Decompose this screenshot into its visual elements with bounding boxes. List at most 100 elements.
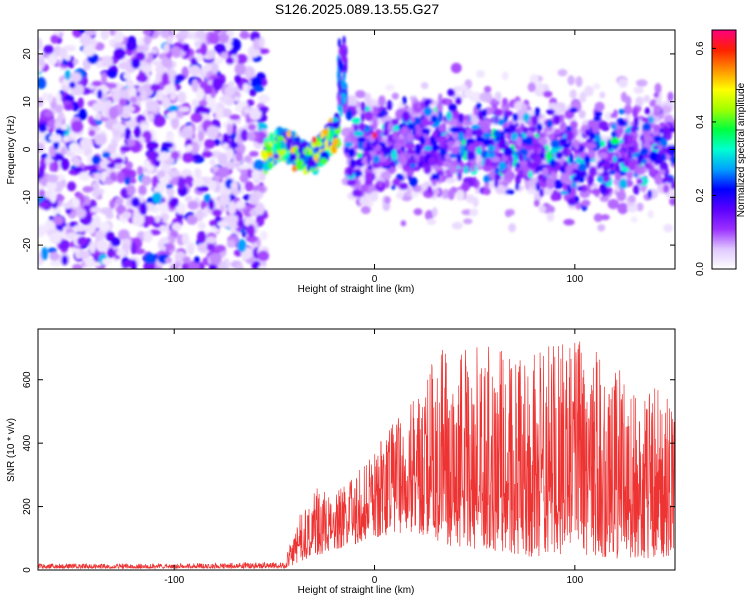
spectrogram-cell (431, 173, 438, 181)
spectrogram-cell (104, 99, 112, 109)
spectrogram-cell (487, 144, 496, 152)
spectrogram-cell (109, 199, 116, 209)
spectrogram-cell (118, 98, 128, 107)
spectrogram-cell (494, 91, 502, 102)
spectrogram-cell (178, 106, 190, 113)
spectrogram-cell (647, 210, 654, 219)
spectrogram-cell (49, 190, 57, 203)
spectrogram-cell (123, 72, 131, 80)
spectrogram-cell (77, 97, 84, 109)
x-tick-label: 0 (372, 575, 378, 586)
spectrogram-cell (363, 92, 372, 103)
spectrogram-cell (337, 56, 341, 69)
spectrogram-cell (640, 147, 649, 156)
spectrogram-cell (69, 81, 76, 89)
spectrogram-cell (356, 152, 363, 158)
spectrogram-cell (391, 184, 396, 190)
spectrogram-cell (660, 105, 672, 114)
spectrogram-cell (197, 222, 206, 230)
spectrogram-cell (324, 139, 329, 148)
spectrogram-cell (70, 120, 84, 133)
spectrogram-cell (518, 153, 524, 162)
spectrogram-cell (145, 215, 155, 225)
spectrogram-cell (384, 196, 391, 204)
spectrogram-cell (616, 190, 627, 202)
spectrogram-cell (555, 151, 564, 160)
spectrogram-cell (194, 168, 202, 179)
spectrogram-cell (135, 51, 146, 61)
spectrogram-cell (458, 132, 464, 142)
spectrogram-cell (630, 125, 637, 133)
spectrogram-cell (527, 82, 536, 93)
spectrogram-cell (627, 134, 634, 146)
spectrogram-cell (289, 152, 294, 163)
spectrogram-cell (447, 188, 455, 200)
spectrogram-cell (543, 126, 554, 133)
spectrogram-cell (472, 91, 482, 104)
spectrogram-cell (438, 135, 443, 148)
spectrogram-cell (114, 30, 125, 44)
spectrogram-cell (366, 153, 372, 165)
spectrogram-cell (560, 172, 570, 184)
spectrogram-cell (209, 220, 217, 227)
spectrogram-cell (450, 126, 461, 133)
spectrogram-cell (649, 166, 656, 175)
spectrogram-x-label: Height of straight line (km) (298, 284, 415, 295)
spectrogram-cell (353, 122, 359, 134)
spectrogram-cell (504, 209, 512, 218)
spectrogram-cell (225, 214, 239, 223)
spectrogram-cell (405, 149, 416, 155)
spectrogram-cell (218, 32, 229, 44)
spectrogram-cell (72, 263, 83, 269)
spectrogram-cell (591, 123, 600, 134)
spectrogram-cell (658, 169, 666, 175)
spectrogram-cell (536, 156, 542, 166)
spectrogram-cell (238, 163, 251, 170)
spectrogram-cell (586, 142, 597, 149)
spectrogram-cell (391, 92, 399, 100)
spectrogram-cell (394, 141, 400, 152)
spectrogram-cell (231, 188, 240, 196)
spectrogram-cell (608, 170, 616, 175)
spectrogram-cell (236, 101, 248, 108)
spectrogram-cell (235, 200, 246, 209)
spectrogram-cell (86, 153, 93, 166)
spectrogram-cell (636, 202, 644, 212)
spectrogram-cell (522, 126, 529, 134)
spectrogram-cell (72, 157, 81, 167)
spectrogram-cell (423, 145, 432, 151)
spectrogram-cell (54, 121, 62, 129)
spectrogram-cell (648, 150, 658, 162)
spectrogram-cell (240, 129, 249, 142)
spectrogram-cell (598, 152, 609, 159)
spectrogram-cell (512, 113, 519, 122)
spectrogram-cell (253, 85, 264, 93)
spectrogram-cell (262, 150, 268, 161)
spectrogram-cell (62, 202, 74, 209)
spectrogram-cell (257, 250, 270, 262)
spectrogram-cell (206, 49, 216, 59)
spectrogram-cell (663, 224, 673, 233)
spectrogram-cell (364, 171, 374, 183)
spectrogram-cell (226, 123, 233, 136)
spectrogram-cell (38, 37, 43, 51)
spectrogram-cell (546, 109, 555, 115)
spectrogram-cell (94, 172, 103, 181)
spectrogram-cell (208, 32, 220, 45)
spectrogram-cell (285, 149, 290, 158)
spectrogram-cell (419, 155, 425, 161)
spectrogram-cell (103, 178, 114, 185)
spectrogram-cell (415, 124, 421, 131)
spectrogram-cell (38, 165, 45, 179)
spectrogram-cell (610, 137, 620, 145)
spectrogram-cell (140, 123, 149, 132)
spectrogram-cell (206, 236, 216, 245)
spectrogram-cell (191, 79, 199, 93)
spectrogram-cell (209, 179, 217, 192)
spectrogram-cell (214, 43, 227, 54)
spectrogram-cell (498, 139, 507, 150)
spectrogram-y-label: Frequency (Hz) (6, 116, 17, 185)
spectrogram-cell (217, 166, 230, 178)
spectrogram-cell (507, 123, 517, 134)
